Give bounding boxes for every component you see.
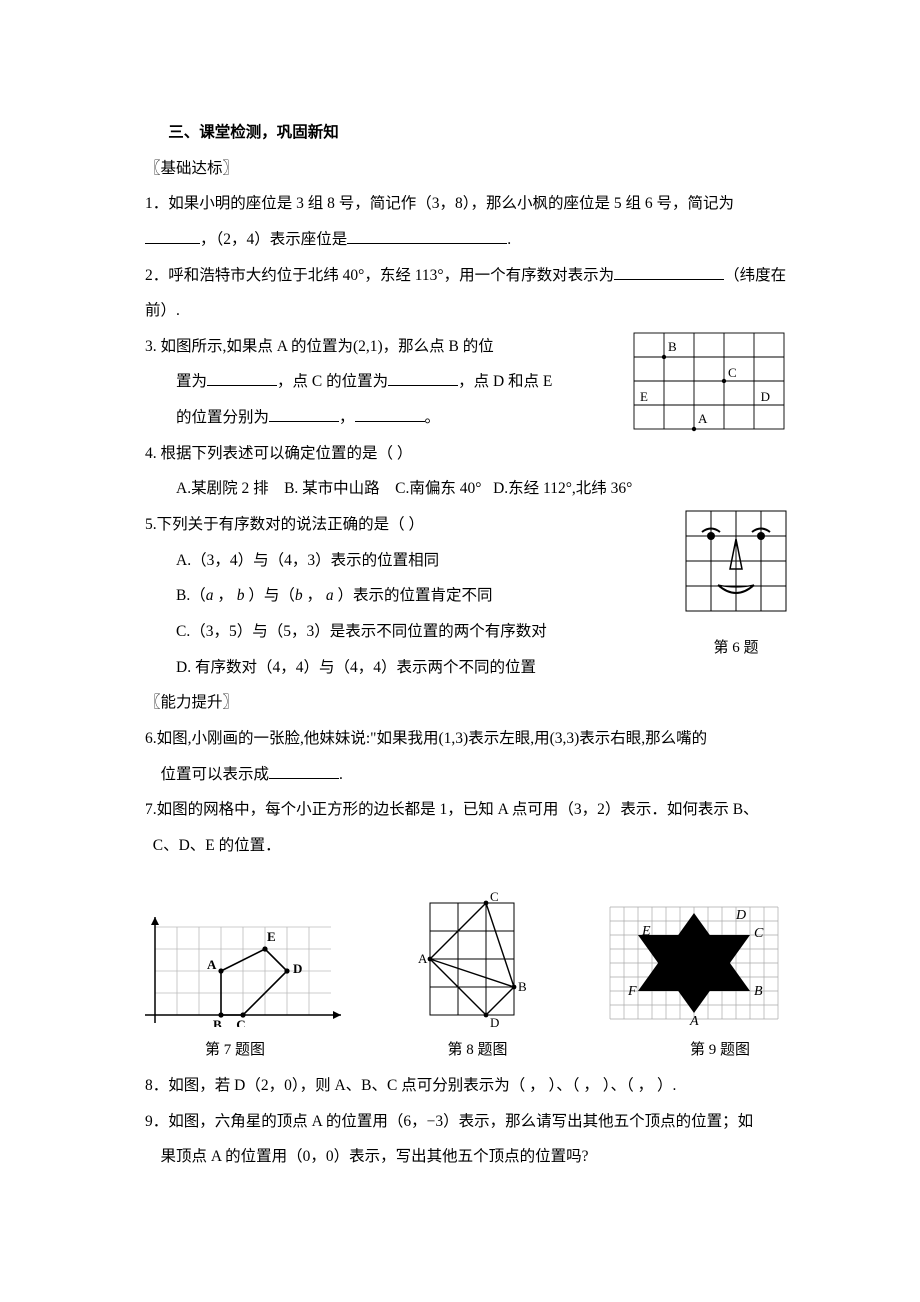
blank <box>269 407 339 422</box>
q9-line2: 果顶点 A 的位置用（0，0）表示，写出其他五个顶点的位置吗? <box>145 1139 790 1175</box>
q9-svg: D E C F B A <box>602 899 790 1027</box>
lbl: A <box>207 957 217 972</box>
q6-line2: 位置可以表示成. <box>145 757 790 793</box>
lbl: E <box>267 929 276 944</box>
q8-svg: A B C D <box>412 891 532 1027</box>
lbl: D <box>293 961 302 976</box>
var-b: b <box>295 587 303 604</box>
lbl: A <box>418 951 428 966</box>
lbl: D <box>490 1015 499 1027</box>
q7-figure: A E D C B <box>145 917 341 1027</box>
q8-caption: 第 8 题图 <box>447 1033 507 1068</box>
q1-line1: 1．如果小明的座位是 3 组 8 号，简记作（3，8），那么小枫的座位是 5 组… <box>145 186 790 222</box>
lbl-E: E <box>640 389 648 404</box>
lbl: A <box>689 1014 699 1027</box>
q6-text: . <box>339 766 343 783</box>
q7: 7.如图的网格中，每个小正方形的边长都是 1，已知 A 点可用（3，2）表示．如… <box>145 792 790 863</box>
q6-text: 位置可以表示成 <box>161 766 270 783</box>
q6-caption: 第 6 题 <box>682 631 790 666</box>
section-header: 三、课堂检测，巩固新知 <box>145 115 790 151</box>
q3-text: ，点 C 的位置为 <box>277 373 388 390</box>
q3-text: ， <box>339 409 355 426</box>
q8-figure: A B C D <box>412 891 532 1027</box>
blank <box>207 372 277 387</box>
figure-row: A E D C B <box>145 891 790 1027</box>
lbl: B <box>213 1017 222 1027</box>
var-a: a <box>326 587 334 604</box>
q3-text: 。 <box>425 409 441 426</box>
q9-figure: D E C F B A <box>602 899 790 1027</box>
q3-text: 的位置分别为 <box>176 409 269 426</box>
q6-line1: 6.如图,小刚画的一张脸,他妹妹说:"如果我用(1,3)表示左眼,用(3,3)表… <box>145 721 790 757</box>
group2-title: 〖能力提升〗 <box>145 685 790 721</box>
q2: 2．呼和浩特市大约位于北纬 40°，东经 113°，用一个有序数对表示为（纬度在… <box>145 258 790 329</box>
section-number: 三、 <box>168 124 199 141</box>
q1-line2: ，（2，4）表示座位是. <box>145 222 790 258</box>
q3-grid-svg: B C E D A <box>630 329 790 433</box>
q9-caption: 第 9 题图 <box>690 1033 750 1068</box>
q4-options: A.某剧院 2 排 B. 某市中山路 C.南偏东 40° D.东经 112°,北… <box>145 471 790 507</box>
q6: 6.如图,小刚画的一张脸,他妹妹说:"如果我用(1,3)表示左眼,用(3,3)表… <box>145 721 790 792</box>
q4-stem: 4. 根据下列表述可以确定位置的是（ ） <box>145 436 790 472</box>
q3-text: ，点 D 和点 E <box>458 373 552 390</box>
q1-text: ，（2，4）表示座位是 <box>200 231 347 248</box>
q8-text: 8．如图，若 D（2，0），则 A、B、C 点可分别表示为（ ， ）、（ ， ）… <box>145 1068 790 1104</box>
blank <box>355 407 425 422</box>
lbl-C: C <box>728 365 737 380</box>
q2-text: 2．呼和浩特市大约位于北纬 40°，东经 113°，用一个有序数对表示为 <box>145 267 614 284</box>
lbl: B <box>518 979 527 994</box>
t: ， <box>213 587 236 604</box>
lbl: C <box>490 891 499 904</box>
group1-title: 〖基础达标〗 <box>145 151 790 187</box>
q6-face-svg <box>682 507 790 615</box>
lbl: F <box>627 984 637 999</box>
blank <box>388 372 458 387</box>
t: ， <box>303 587 326 604</box>
figure-captions: 第 7 题图 第 8 题图 第 9 题图 <box>145 1033 790 1068</box>
blank <box>269 764 339 779</box>
q7-line1: 7.如图的网格中，每个小正方形的边长都是 1，已知 A 点可用（3，2）表示．如… <box>145 792 790 828</box>
q7-line2: C、D、E 的位置． <box>145 828 790 864</box>
t: B.（ <box>176 587 206 604</box>
q3-5-block: B C E D A 3. 如图所示,如果点 A 的位置为(2,1)，那么点 B … <box>145 329 790 685</box>
blank <box>145 229 200 244</box>
section-title: 课堂检测，巩固新知 <box>199 124 339 141</box>
q9: 9．如图，六角星的顶点 A 的位置用（6，−3）表示，那么请写出其他五个顶点的位… <box>145 1104 790 1175</box>
q6-figure: 第 6 题 <box>682 507 790 666</box>
q1: 1．如果小明的座位是 3 组 8 号，简记作（3，8），那么小枫的座位是 5 组… <box>145 186 790 257</box>
lbl-D: D <box>761 389 770 404</box>
q7-caption: 第 7 题图 <box>205 1033 265 1068</box>
q3-figure: B C E D A <box>630 329 790 433</box>
blank <box>347 229 507 244</box>
lbl: C <box>236 1017 245 1027</box>
lbl: E <box>641 924 651 939</box>
t: ）与（ <box>244 587 294 604</box>
lbl: B <box>754 984 763 999</box>
lbl: D <box>735 908 746 923</box>
q3-text: 置为 <box>176 373 207 390</box>
blank <box>614 265 724 280</box>
lbl-A: A <box>698 411 708 426</box>
q9-line1: 9．如图，六角星的顶点 A 的位置用（6，−3）表示，那么请写出其他五个顶点的位… <box>145 1104 790 1140</box>
q1-text: . <box>507 231 511 248</box>
q7-svg: A E D C B <box>145 917 341 1027</box>
worksheet-page: 三、课堂检测，巩固新知 〖基础达标〗 1．如果小明的座位是 3 组 8 号，简记… <box>0 0 920 1302</box>
t: ）表示的位置肯定不同 <box>334 587 493 604</box>
lbl: C <box>754 926 764 941</box>
lbl-B: B <box>668 339 677 354</box>
